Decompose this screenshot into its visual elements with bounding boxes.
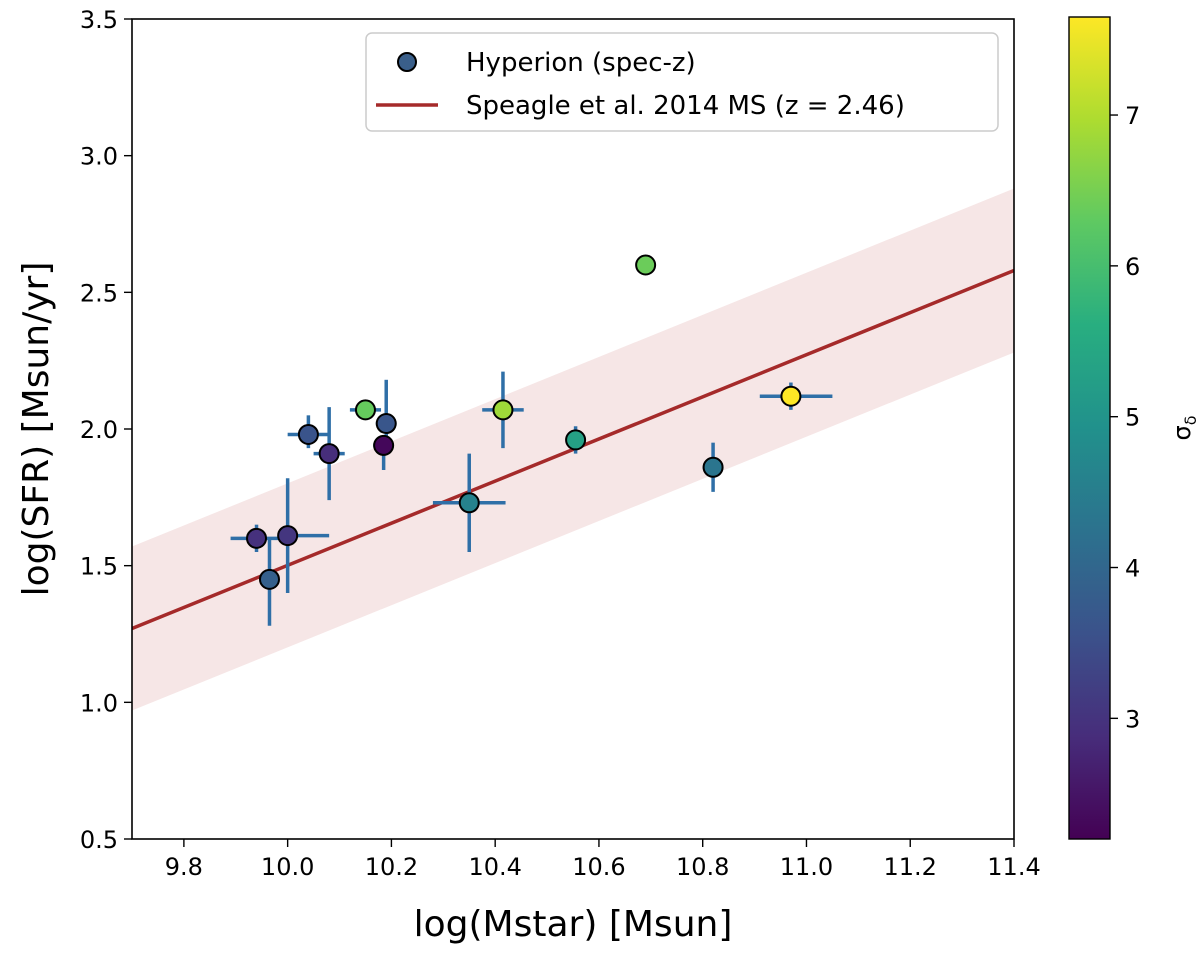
x-tick-label-8: 11.4	[987, 853, 1040, 881]
data-point-9	[492, 399, 514, 421]
colorbar-tick-label-4: 7	[1125, 102, 1140, 130]
data-point-4	[318, 443, 340, 465]
data-point-7	[375, 413, 397, 435]
data-point-8	[458, 492, 480, 514]
y-tick-label-2: 1.5	[80, 553, 118, 581]
x-tick-label-6: 11.0	[780, 853, 833, 881]
legend-frame	[365, 32, 999, 132]
y-axis-label: log(SFR) [Msun/yr]	[16, 262, 57, 597]
data-point-3	[297, 423, 319, 445]
x-tick-label-7: 11.2	[884, 853, 937, 881]
y-tick-label-0: 0.5	[80, 826, 118, 854]
x-tick-label-1: 10.0	[261, 853, 314, 881]
legend-label-speagle: Speagle et al. 2014 MS (z = 2.46)	[466, 91, 905, 121]
legend-marker-hyperion	[397, 52, 417, 72]
y-tick-label-3: 2.0	[80, 416, 118, 444]
data-point-2	[277, 525, 299, 547]
data-point-10	[565, 429, 587, 451]
colorbar-label: σδ	[1168, 415, 1200, 440]
x-tick-label-4: 10.6	[572, 853, 625, 881]
colorbar-tick-label-1: 4	[1125, 555, 1140, 583]
colorbar-tick-label-2: 5	[1125, 404, 1140, 432]
legend-label-hyperion: Hyperion (spec-z)	[466, 48, 696, 78]
data-point-5	[354, 399, 376, 421]
colorbar-label-main: σ	[1168, 425, 1196, 440]
y-tick-label-4: 2.5	[80, 279, 118, 307]
x-tick-label-0: 9.8	[165, 853, 203, 881]
colorbar	[1068, 16, 1111, 840]
data-point-0	[246, 527, 268, 549]
data-point-6	[373, 434, 395, 456]
y-tick-label-1: 1.0	[80, 689, 118, 717]
x-tick-label-3: 10.4	[468, 853, 521, 881]
data-point-12	[702, 456, 724, 478]
data-point-13	[780, 385, 802, 407]
colorbar-label-sub: δ	[1181, 415, 1200, 425]
colorbar-tick-label-0: 3	[1125, 705, 1140, 733]
x-axis-label: log(Mstar) [Msun]	[414, 904, 733, 945]
y-tick-label-6: 3.5	[80, 6, 118, 34]
x-tick-label-2: 10.2	[365, 853, 418, 881]
data-point-1	[258, 568, 280, 590]
legend: Hyperion (spec-z) Speagle et al. 2014 MS…	[365, 32, 999, 132]
colorbar-tick-label-3: 6	[1125, 253, 1140, 281]
y-tick-label-5: 3.0	[80, 143, 118, 171]
x-tick-label-5: 10.8	[676, 853, 729, 881]
data-point-11	[635, 254, 657, 276]
